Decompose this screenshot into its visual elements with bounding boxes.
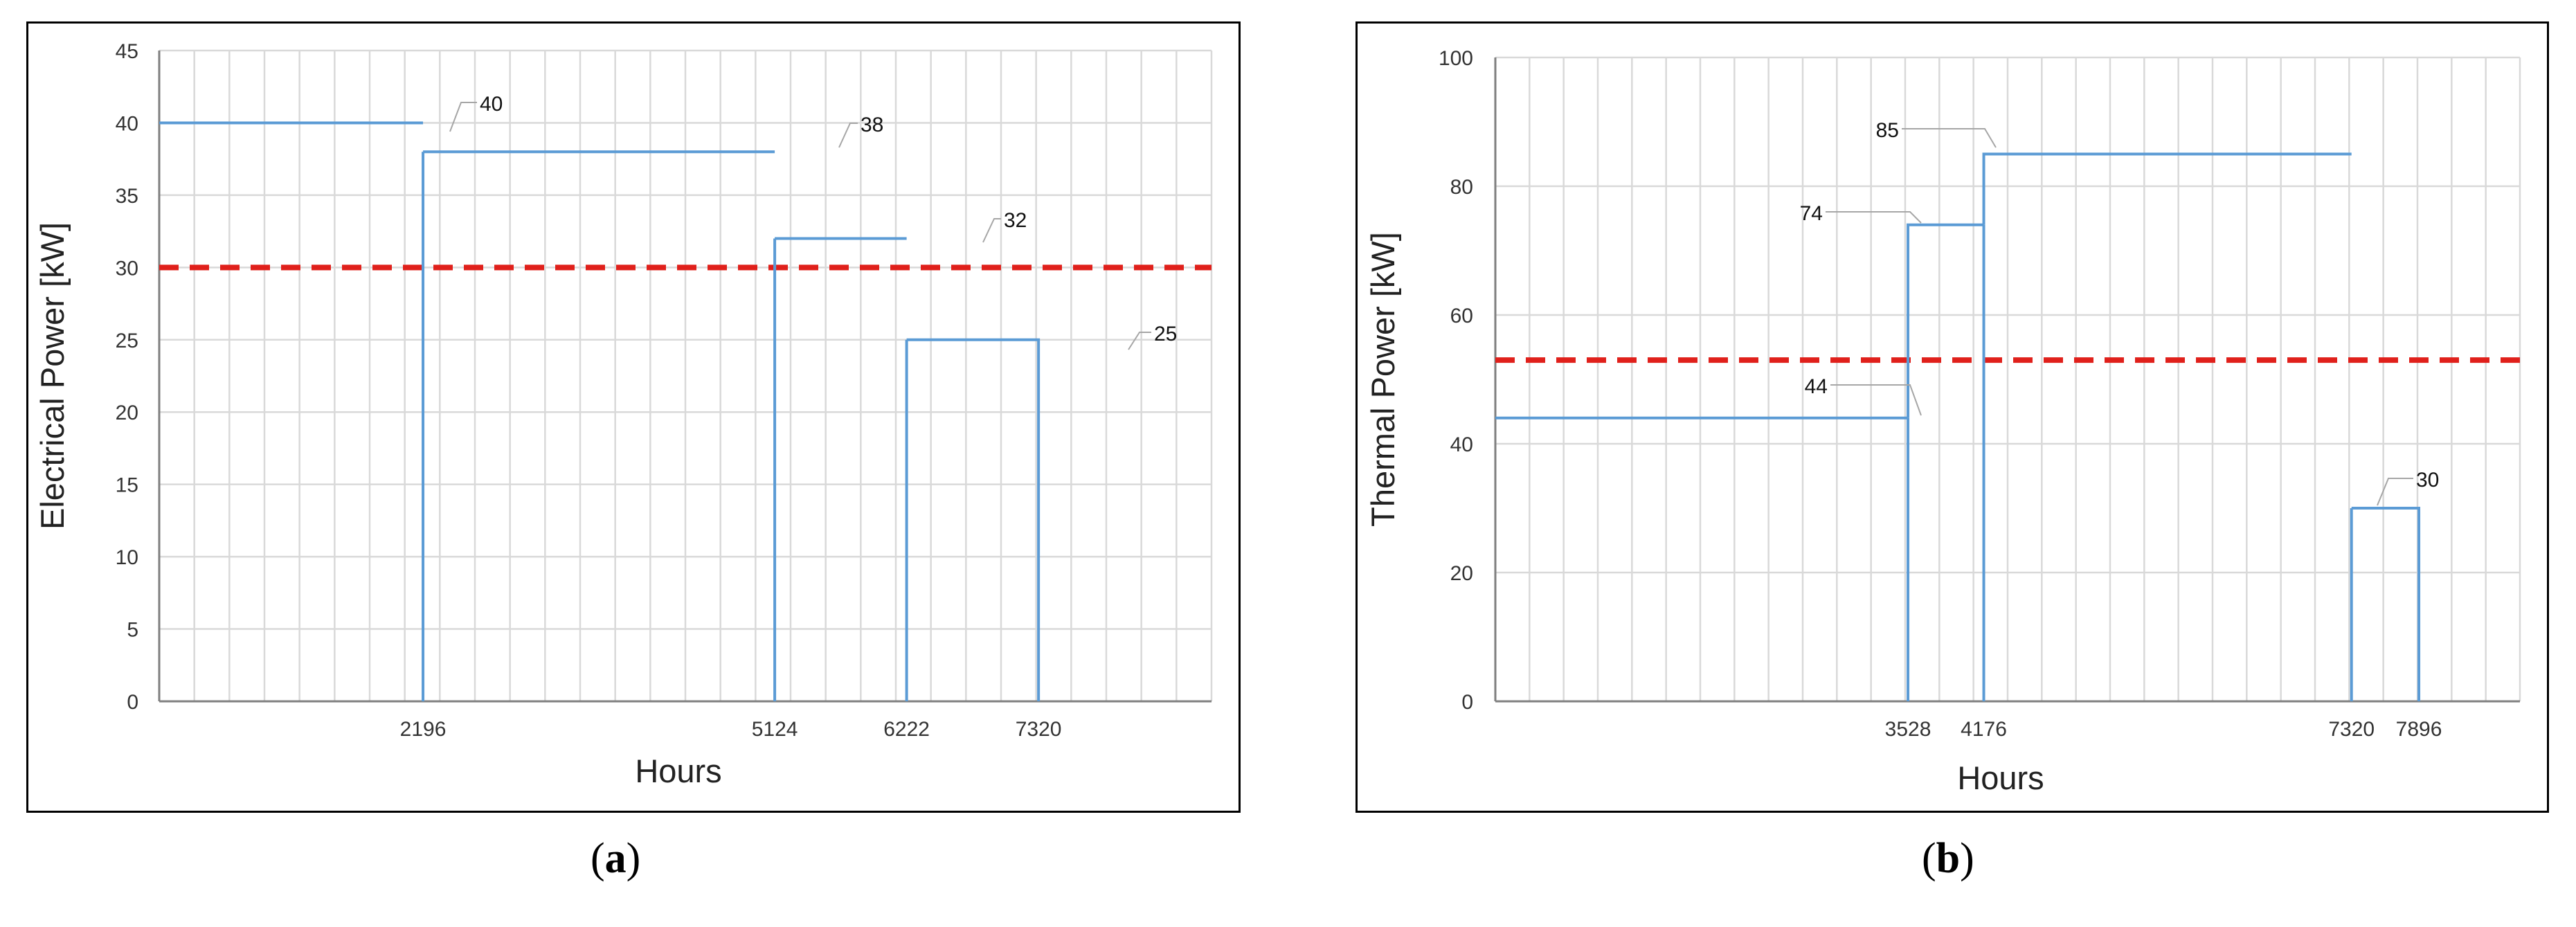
data-label-leader-b <box>1826 211 1922 224</box>
step-segment-b <box>1982 152 2352 225</box>
step-segment-b <box>2351 507 2421 701</box>
y-tick-label-a: 10 <box>116 546 138 569</box>
y-tick-label-a: 35 <box>116 185 138 208</box>
x-tick-label-a: 6222 <box>883 718 930 741</box>
data-label-a: 32 <box>1004 209 1027 232</box>
x-axis-title-a: Hours <box>635 753 721 789</box>
data-label-a: 25 <box>1154 323 1177 345</box>
y-tick-label-a: 5 <box>127 619 138 642</box>
y-tick-label-a: 30 <box>116 257 138 280</box>
data-label-b: 30 <box>2416 469 2439 492</box>
data-label-leader-b <box>1902 128 1997 148</box>
step-segment-b <box>1907 223 1984 418</box>
data-label-b: 44 <box>1805 375 1828 398</box>
data-label-leader-b <box>2377 478 2413 506</box>
caption-b: (b) <box>1922 834 1974 883</box>
y-axis-title-a: Electrical Power [kW] <box>34 222 71 530</box>
y-tick-label-a: 0 <box>127 691 138 714</box>
x-tick-label-b: 7896 <box>2396 718 2442 741</box>
data-label-leader-a <box>1128 332 1151 350</box>
y-tick-label-a: 25 <box>116 330 138 352</box>
caption-b-letter: b <box>1936 835 1961 882</box>
x-tick-label-a: 5124 <box>752 718 798 741</box>
caption-b-open: ( <box>1922 835 1936 882</box>
data-label-b: 85 <box>1876 119 1899 142</box>
data-label-b: 74 <box>1800 202 1823 225</box>
data-label-leader-a <box>982 218 1001 243</box>
x-tick-label-a: 2196 <box>400 718 447 741</box>
x-tick-label-b: 3528 <box>1885 718 1931 741</box>
y-tick-label-a: 15 <box>116 474 138 497</box>
y-tick-label-b: 100 <box>1439 47 1473 70</box>
caption-a-open: ( <box>591 835 605 882</box>
caption-a-letter: a <box>604 835 627 882</box>
caption-a: (a) <box>591 834 640 883</box>
y-tick-label-b: 60 <box>1450 305 1473 327</box>
step-segment-a <box>906 338 1041 701</box>
y-tick-label-a: 20 <box>116 402 138 424</box>
y-tick-label-a: 45 <box>116 40 138 63</box>
data-label-leader-a <box>449 102 477 132</box>
y-tick-label-a: 40 <box>116 112 138 135</box>
data-label-a: 38 <box>861 114 883 136</box>
y-tick-label-b: 40 <box>1450 433 1473 456</box>
caption-b-close: ) <box>1960 835 1974 882</box>
caption-a-close: ) <box>626 835 641 882</box>
y-tick-label-b: 80 <box>1450 176 1473 199</box>
y-tick-label-b: 0 <box>1461 691 1473 714</box>
x-tick-label-a: 7320 <box>1016 718 1062 741</box>
x-tick-label-b: 4176 <box>1961 718 2007 741</box>
data-label-leader-a <box>838 123 858 148</box>
data-label-leader-b <box>1830 384 1922 416</box>
x-tick-label-b: 7320 <box>2328 718 2375 741</box>
y-axis-title-b: Thermal Power [kW] <box>1364 232 1401 527</box>
data-label-a: 40 <box>480 93 503 116</box>
x-axis-title-b: Hours <box>1957 759 2044 796</box>
y-tick-label-b: 20 <box>1450 562 1473 585</box>
